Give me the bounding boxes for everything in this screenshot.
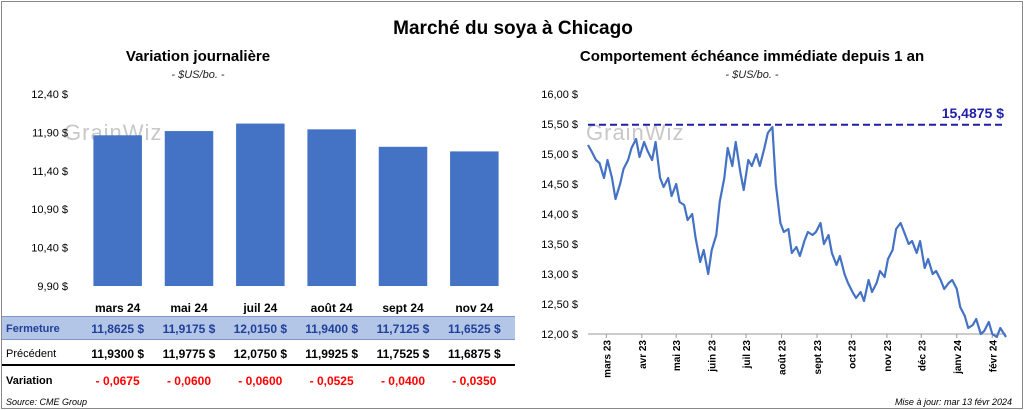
y-tick-label: 15,00 $ [541, 149, 578, 161]
table-row-previous: Précédent 11,9300 $ 11,9775 $ 12,0750 $ 11,… [2, 342, 515, 366]
table-cell: - 0,0600 [238, 374, 283, 388]
table-cell: 11,6525 $ [447, 322, 501, 336]
main-title: Marché du soya à Chicago [393, 18, 633, 39]
x-tick-label: mai 23 [672, 340, 683, 372]
table-cell: 11,7525 $ [376, 347, 430, 361]
table-row-variation: Variation - 0,0675 - 0,0600 - 0,0600 - 0,05… [2, 369, 515, 393]
y-tick-label: 11,90 $ [32, 127, 68, 139]
y-tick-label: 10,40 $ [31, 243, 68, 255]
y-tick-label: 14,50 $ [541, 179, 578, 191]
table-cell: 11,7125 $ [376, 322, 430, 336]
x-tick-label: nov 24 [455, 301, 493, 314]
y-tick-label: 10,90 $ [31, 204, 68, 216]
y-tick-label: 13,50 $ [541, 239, 578, 251]
y-tick-label: 14,00 $ [541, 209, 578, 221]
bar [236, 123, 285, 287]
x-tick-label: sept 24 [382, 301, 424, 314]
x-tick-label: nov 23 [883, 340, 894, 372]
y-tick-label: 11,40 $ [32, 166, 68, 178]
bar-chart-title: Variation journalière [125, 48, 271, 65]
x-tick-label: août 24 [311, 301, 353, 314]
x-tick-label: août 23 [778, 340, 789, 375]
bar [307, 129, 356, 286]
x-tick-label: sept 23 [813, 340, 824, 375]
line-chart-title: Comportement échéance immédiate depuis 1… [579, 48, 925, 65]
table-cell: 11,8625 $ [91, 322, 145, 336]
table-cell: - 0,0350 [452, 374, 497, 388]
bar [164, 131, 214, 286]
table-cell: 11,9300 $ [91, 347, 145, 361]
y-tick-label: 12,00 $ [541, 329, 578, 341]
table-cell: 11,9400 $ [305, 322, 359, 336]
x-tick-label: mars 24 [95, 301, 141, 314]
bar [93, 135, 142, 286]
x-tick-label: oct 23 [847, 340, 858, 369]
x-tick-label: févr 24 [988, 340, 999, 373]
x-tick-label: mai 24 [170, 301, 208, 314]
table-cell: 11,6875 $ [447, 347, 501, 361]
price-series-line [587, 125, 1007, 339]
x-tick-label: janv 24 [953, 340, 964, 375]
table-cell: 11,9175 $ [162, 322, 216, 336]
row-label-variation: Variation [6, 375, 53, 387]
table-cell: - 0,0600 [166, 374, 212, 388]
table-row-close: Fermeture 11,8625 $ 11,9175 $ 12,0150 $ 11,… [2, 316, 515, 340]
y-tick-label: 13,00 $ [541, 269, 578, 281]
bar-chart-unit: - $US/bo. - [171, 69, 225, 81]
x-tick-label: avr 23 [638, 340, 649, 369]
bar-chart: GrainWiz 9,90 $10,40 $10,90 $11,40 $11,9… [31, 89, 499, 314]
line-chart: GrainWiz 12,00 $12,50 $13,00 $13,50 $14,… [541, 89, 1007, 378]
update-date: Mise à jour: mar 13 févr 2024 [894, 397, 1012, 407]
bar [378, 146, 428, 286]
x-tick-label: mars 23 [602, 340, 613, 378]
x-tick-label: juil 24 [242, 301, 277, 314]
row-label-close: Fermeture [6, 323, 60, 335]
y-tick-label: 12,50 $ [541, 299, 578, 311]
y-tick-label: 15,50 $ [541, 119, 578, 131]
x-tick-label: juil 23 [742, 340, 753, 370]
x-tick-label: déc 23 [917, 340, 928, 372]
table-cell: 11,9775 $ [162, 347, 216, 361]
y-tick-label: 9,90 $ [37, 281, 68, 293]
table-cell: - 0,0525 [309, 374, 354, 388]
table-cell: 12,0750 $ [233, 347, 288, 361]
x-tick-label: juin 23 [708, 340, 719, 373]
table-cell: 11,9925 $ [305, 347, 359, 361]
table-cell: - 0,0400 [380, 374, 426, 388]
max-reference-label: 15,4875 $ [942, 105, 1004, 121]
row-label-previous: Précédent [6, 348, 57, 360]
y-tick-label: 16,00 $ [541, 89, 578, 101]
table-cell: - 0,0675 [95, 374, 140, 388]
source-note: Source: CME Group [6, 397, 88, 407]
line-chart-unit: - $US/bo. - [725, 69, 779, 81]
y-tick-label: 12,40 $ [31, 89, 68, 101]
bar [450, 151, 499, 286]
table-cell: 12,0150 $ [233, 322, 288, 336]
